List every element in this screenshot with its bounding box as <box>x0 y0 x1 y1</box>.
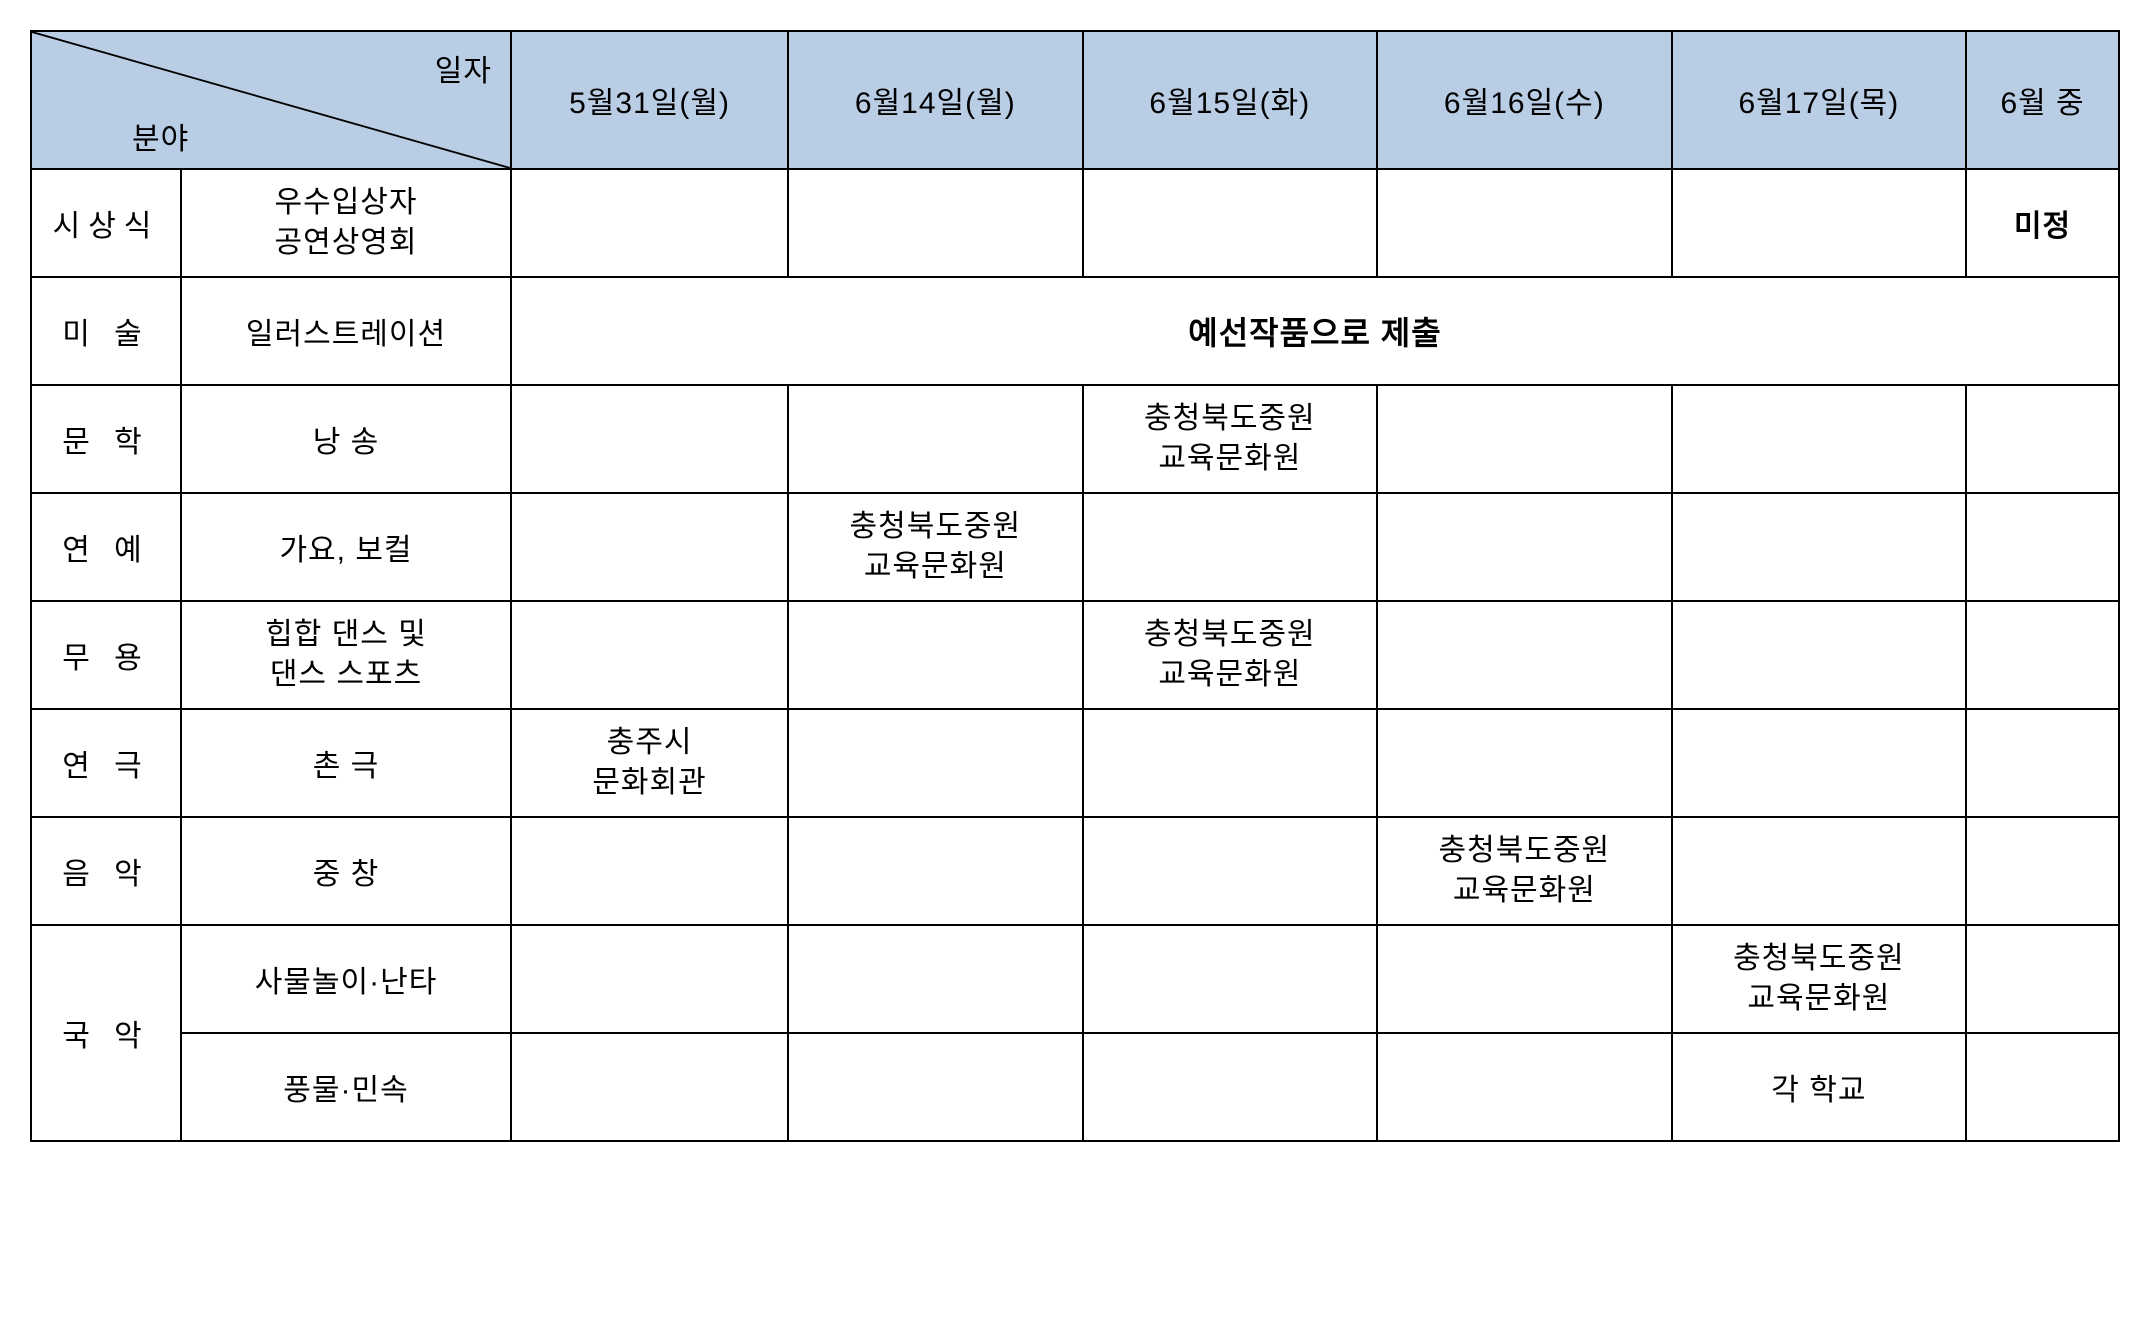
data-cell <box>788 1033 1083 1141</box>
data-cell <box>788 385 1083 493</box>
table-row: 풍물·민속 각 학교 <box>31 1033 2119 1141</box>
subcategory-cell: 중 창 <box>181 817 511 925</box>
data-cell: 미정 <box>1966 169 2119 277</box>
header-category-label: 분야 <box>132 114 189 158</box>
category-cell: 음 악 <box>31 817 181 925</box>
data-cell <box>1672 385 1967 493</box>
data-cell <box>788 925 1083 1033</box>
data-cell <box>1672 169 1967 277</box>
data-cell <box>1083 817 1378 925</box>
header-row: 일자 분야 5월31일(월) 6월14일(월) 6월15일(화) 6월16일(수… <box>31 31 2119 169</box>
table-row: 문 학 낭 송 충청북도중원교육문화원 <box>31 385 2119 493</box>
data-cell <box>788 169 1083 277</box>
data-cell: 충청북도중원교육문화원 <box>1377 817 1672 925</box>
table-row: 시상식 우수입상자공연상영회 미정 <box>31 169 2119 277</box>
spanned-data-cell: 예선작품으로 제출 <box>511 277 2119 385</box>
subcategory-cell: 낭 송 <box>181 385 511 493</box>
data-cell <box>1377 1033 1672 1141</box>
data-cell <box>1083 709 1378 817</box>
category-cell: 무 용 <box>31 601 181 709</box>
header-date-2: 6월15일(화) <box>1083 31 1378 169</box>
data-cell <box>1672 817 1967 925</box>
category-cell: 문 학 <box>31 385 181 493</box>
data-cell <box>1377 709 1672 817</box>
header-date-5: 6월 중 <box>1966 31 2119 169</box>
subcategory-cell: 촌 극 <box>181 709 511 817</box>
data-cell <box>788 709 1083 817</box>
data-cell <box>1672 709 1967 817</box>
category-cell: 연 예 <box>31 493 181 601</box>
schedule-table: 일자 분야 5월31일(월) 6월14일(월) 6월15일(화) 6월16일(수… <box>30 30 2120 1142</box>
data-cell: 각 학교 <box>1672 1033 1967 1141</box>
header-diagonal-cell: 일자 분야 <box>31 31 511 169</box>
subcategory-cell: 가요, 보컬 <box>181 493 511 601</box>
subcategory-cell: 힙합 댄스 및댄스 스포츠 <box>181 601 511 709</box>
header-date-1: 6월14일(월) <box>788 31 1083 169</box>
category-cell: 연 극 <box>31 709 181 817</box>
data-cell <box>1083 493 1378 601</box>
data-cell <box>1083 169 1378 277</box>
data-cell <box>511 385 788 493</box>
data-cell <box>1966 925 2119 1033</box>
subcategory-cell: 풍물·민속 <box>181 1033 511 1141</box>
table-row: 연 극 촌 극 충주시문화회관 <box>31 709 2119 817</box>
data-cell: 충청북도중원교육문화원 <box>1083 601 1378 709</box>
data-cell <box>1377 385 1672 493</box>
data-cell <box>1966 817 2119 925</box>
data-cell <box>1672 601 1967 709</box>
data-cell <box>1377 493 1672 601</box>
data-cell <box>1083 925 1378 1033</box>
data-cell <box>1966 493 2119 601</box>
data-cell <box>1966 601 2119 709</box>
data-cell <box>1672 493 1967 601</box>
data-cell <box>788 817 1083 925</box>
data-cell <box>1083 1033 1378 1141</box>
data-cell <box>511 493 788 601</box>
table-row: 음 악 중 창 충청북도중원교육문화원 <box>31 817 2119 925</box>
data-cell <box>511 925 788 1033</box>
data-cell: 충청북도중원교육문화원 <box>1083 385 1378 493</box>
data-cell <box>1966 709 2119 817</box>
table-row: 연 예 가요, 보컬 충청북도중원교육문화원 <box>31 493 2119 601</box>
category-cell: 미 술 <box>31 277 181 385</box>
header-date-4: 6월17일(목) <box>1672 31 1967 169</box>
data-cell <box>1377 925 1672 1033</box>
header-date-label: 일자 <box>435 46 492 90</box>
subcategory-cell: 일러스트레이션 <box>181 277 511 385</box>
data-cell <box>511 817 788 925</box>
category-cell: 국 악 <box>31 925 181 1141</box>
data-cell <box>788 601 1083 709</box>
subcategory-cell: 우수입상자공연상영회 <box>181 169 511 277</box>
data-cell <box>1377 169 1672 277</box>
data-cell: 충청북도중원교육문화원 <box>788 493 1083 601</box>
subcategory-cell: 사물놀이·난타 <box>181 925 511 1033</box>
data-cell <box>1966 385 2119 493</box>
data-cell <box>511 601 788 709</box>
table-row: 무 용 힙합 댄스 및댄스 스포츠 충청북도중원교육문화원 <box>31 601 2119 709</box>
header-date-3: 6월16일(수) <box>1377 31 1672 169</box>
category-cell: 시상식 <box>31 169 181 277</box>
data-cell <box>1377 601 1672 709</box>
data-cell <box>511 169 788 277</box>
data-cell <box>1966 1033 2119 1141</box>
data-cell <box>511 1033 788 1141</box>
data-cell: 충청북도중원교육문화원 <box>1672 925 1967 1033</box>
data-cell: 충주시문화회관 <box>511 709 788 817</box>
table-row: 국 악 사물놀이·난타 충청북도중원교육문화원 <box>31 925 2119 1033</box>
header-date-0: 5월31일(월) <box>511 31 788 169</box>
table-row: 미 술 일러스트레이션 예선작품으로 제출 <box>31 277 2119 385</box>
